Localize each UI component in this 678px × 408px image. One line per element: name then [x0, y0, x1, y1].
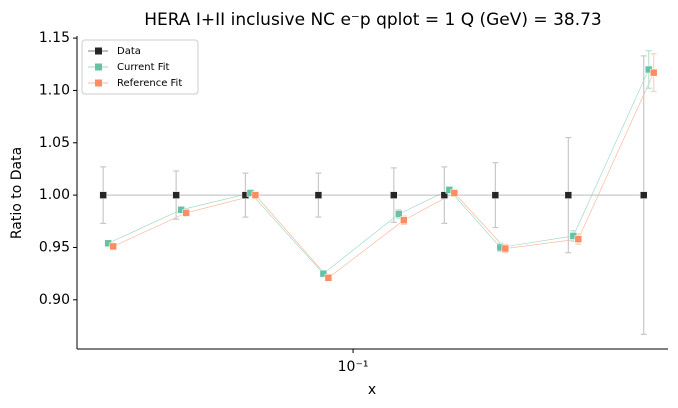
data-point — [649, 68, 658, 77]
y-tick-label: 1.15 — [39, 30, 70, 46]
y-tick-label: 0.90 — [39, 292, 70, 308]
data-point — [319, 269, 328, 278]
data-point — [251, 191, 260, 199]
legend-box — [81, 39, 199, 95]
data-point — [400, 216, 408, 224]
data-point — [395, 210, 403, 218]
series-line — [108, 69, 649, 275]
x-tick-label: 10⁻¹ — [338, 359, 369, 375]
series-line — [113, 72, 654, 279]
legend-marker — [95, 79, 102, 87]
legend-label: Reference Fit — [117, 78, 182, 89]
legend-label: Current Fit — [117, 62, 170, 73]
data-point — [99, 191, 107, 199]
x-axis-label: x — [368, 382, 376, 398]
data-point — [450, 189, 459, 197]
data-point — [314, 191, 323, 199]
y-tick-label: 1.10 — [39, 82, 70, 98]
data-point — [390, 191, 398, 199]
data-point — [491, 191, 500, 199]
legend-label: Data — [117, 46, 141, 57]
y-axis-label: Ratio to Data — [9, 147, 25, 239]
y-tick-label: 0.95 — [39, 239, 70, 255]
data-point — [172, 191, 180, 199]
legend-marker — [95, 47, 102, 55]
y-tick-label: 1.05 — [39, 135, 70, 151]
data-point — [639, 191, 648, 199]
data-point — [440, 191, 449, 199]
chart-title: HERA I+II inclusive NC e⁻p qplot = 1 Q (… — [144, 10, 602, 30]
data-point — [574, 235, 583, 243]
data-point — [109, 242, 117, 251]
data-point — [324, 274, 333, 282]
data-point — [501, 244, 510, 253]
data-point — [182, 209, 190, 217]
data-point — [564, 191, 573, 199]
y-tick-label: 1.00 — [39, 187, 70, 203]
legend-marker — [95, 63, 102, 71]
